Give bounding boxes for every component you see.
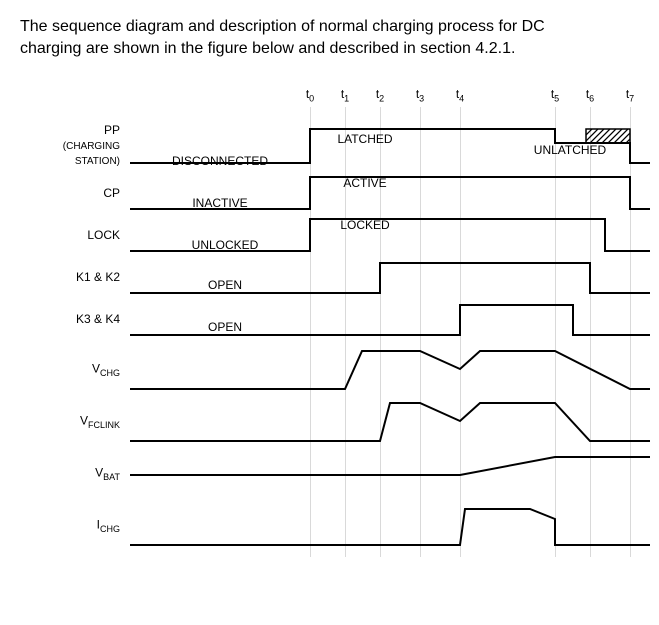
- signal-path: [130, 403, 650, 441]
- signal-path: [130, 351, 650, 389]
- timing-row-lock: LOCKUNLOCKEDLOCKED: [130, 215, 650, 255]
- row-label: ICHG: [20, 518, 120, 535]
- state-label: UNLOCKED: [192, 238, 259, 252]
- row-label: K3 & K4: [20, 312, 120, 326]
- time-tick-label: t7: [626, 87, 634, 103]
- time-tick-label: t5: [551, 87, 559, 103]
- state-label: ACTIVE: [343, 176, 386, 190]
- time-tick-label: t0: [306, 87, 314, 103]
- signal-waveform: [130, 451, 650, 497]
- time-tick-label: t3: [416, 87, 424, 103]
- timing-row-pp: PP(CHARGINGSTATION)DISCONNECTEDLATCHEDUN…: [130, 123, 650, 167]
- state-label: DISCONNECTED: [172, 154, 268, 168]
- signal-waveform: [130, 503, 650, 549]
- state-label: LOCKED: [340, 218, 389, 232]
- time-tick-label: t6: [586, 87, 594, 103]
- signal-path: [130, 509, 650, 545]
- figure-caption: The sequence diagram and description of …: [20, 16, 580, 59]
- timing-row-k12: K1 & K2OPEN: [130, 257, 650, 297]
- row-label: CP: [20, 186, 120, 200]
- row-label: K1 & K2: [20, 270, 120, 284]
- hatched-region: [586, 129, 630, 143]
- state-label: OPEN: [208, 320, 242, 334]
- state-label: LATCHED: [337, 132, 392, 146]
- signal-waveform: [130, 347, 650, 393]
- timing-row-vfclink: VFCLINK: [130, 399, 650, 445]
- time-tick-label: t2: [376, 87, 384, 103]
- timing-row-k34: K3 & K4OPEN: [130, 299, 650, 339]
- time-tick-label: t1: [341, 87, 349, 103]
- row-label: VFCLINK: [20, 414, 120, 431]
- timing-row-vbat: VBAT: [130, 451, 650, 497]
- timing-row-cp: CPINACTIVEACTIVE: [130, 173, 650, 213]
- timing-diagram: t0t1t2t3t4t5t6t7PP(CHARGINGSTATION)DISCO…: [130, 87, 650, 557]
- timing-row-vchg: VCHG: [130, 347, 650, 393]
- timing-row-ichg: ICHG: [130, 503, 650, 549]
- row-label: VBAT: [20, 466, 120, 483]
- row-label: VCHG: [20, 362, 120, 379]
- time-tick-label: t4: [456, 87, 464, 103]
- state-label: INACTIVE: [192, 196, 247, 210]
- signal-waveform: [130, 399, 650, 445]
- row-label: LOCK: [20, 228, 120, 242]
- state-label: UNLATCHED: [534, 143, 606, 157]
- row-label: PP(CHARGINGSTATION): [20, 123, 120, 167]
- state-label: OPEN: [208, 278, 242, 292]
- signal-path: [130, 457, 650, 475]
